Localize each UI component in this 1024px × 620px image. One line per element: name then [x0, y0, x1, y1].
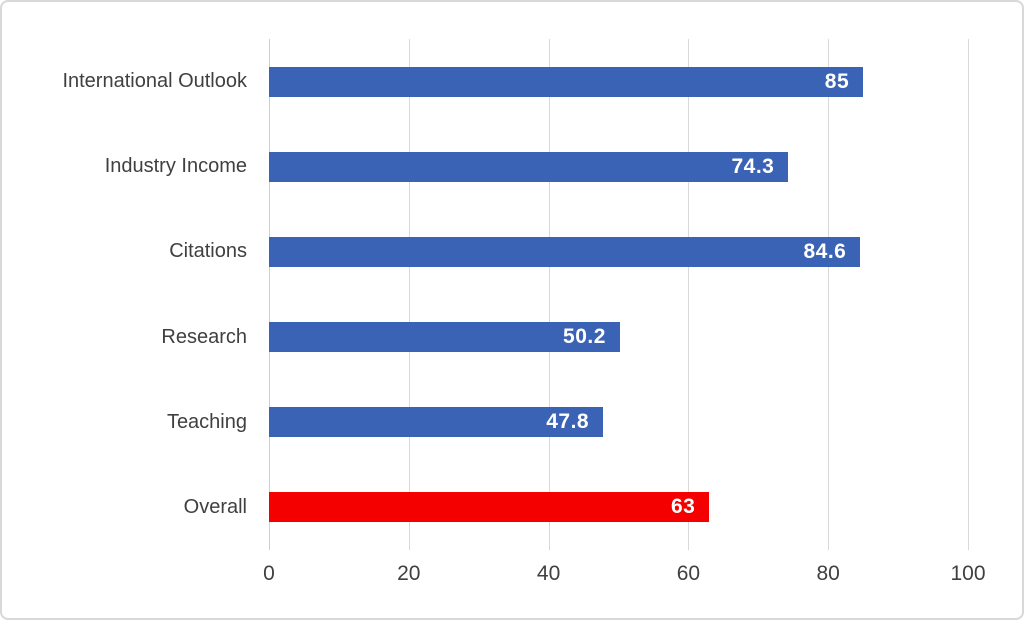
bar-value-label: 84.6 [803, 239, 847, 263]
x-tick-label-100: 100 [950, 562, 986, 585]
bar-row: 50.2 [269, 295, 968, 380]
bar-row: 85 [269, 39, 968, 124]
bar-research: 50.2 [269, 322, 620, 353]
x-tick-label-80: 80 [816, 562, 840, 585]
x-tick-label-40: 40 [536, 562, 561, 585]
bar-row: 47.8 [269, 380, 968, 465]
gridline-40 [548, 39, 550, 550]
bar-rows-container: 85 74.3 84.6 50.2 47.8 63 [269, 39, 968, 550]
bar-row: 84.6 [269, 209, 968, 294]
gridline-60 [688, 39, 690, 550]
gridline-100 [968, 39, 969, 550]
bar-value-label: 63 [671, 495, 696, 519]
bar-row: 63 [269, 465, 968, 550]
bar-value-label: 85 [824, 69, 850, 93]
category-axis-labels: International Outlook Industry Income Cita… [12, 39, 247, 550]
category-label-teaching: Teaching [166, 410, 247, 433]
bar-teaching: 47.8 [269, 407, 604, 438]
bar-value-label: 74.3 [731, 154, 775, 178]
plot-area: 85 74.3 84.6 50.2 47.8 63 [269, 39, 969, 550]
category-label-industry-income: Industry Income [104, 155, 247, 178]
gridline-20 [408, 39, 410, 550]
bar-row: 74.3 [269, 124, 968, 209]
category-axis-line [269, 39, 270, 550]
bar-value-label: 47.8 [546, 410, 590, 434]
bar-citations: 84.6 [269, 236, 861, 267]
x-tick-label-60: 60 [676, 562, 701, 585]
category-label-citations: Citations [169, 240, 247, 263]
bar-overall: 63 [269, 492, 710, 523]
gridline-80 [828, 39, 830, 550]
x-axis-tick-labels: 0 20 40 60 80 100 [263, 562, 985, 596]
bar-international-outlook: 85 [269, 66, 864, 97]
category-label-international-outlook: International Outlook [62, 70, 247, 93]
bar-value-label: 50.2 [563, 325, 606, 349]
bar-industry-income: 74.3 [269, 151, 789, 182]
category-label-overall: Overall [183, 495, 247, 518]
category-label-research: Research [161, 325, 247, 348]
x-tick-label-0: 0 [263, 562, 275, 585]
x-tick-label-20: 20 [397, 562, 421, 585]
